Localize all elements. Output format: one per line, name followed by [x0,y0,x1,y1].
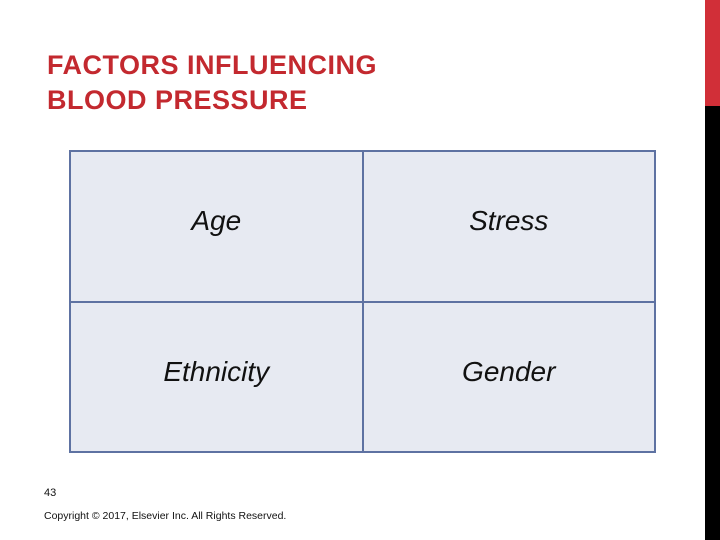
accent-bar-black-segment [705,106,720,540]
table-cell-stress: Stress [363,152,654,301]
slide-title: FACTORS INFLUENCING BLOOD PRESSURE [47,48,377,118]
copyright-text: Copyright © 2017, Elsevier Inc. All Righ… [44,510,287,522]
table-cell-ethnicity: Ethnicity [71,302,362,451]
accent-bar-red-segment [705,0,720,106]
slide-title-line1: FACTORS INFLUENCING [47,50,378,80]
slide-title-line2: BLOOD PRESSURE [47,85,308,115]
table-cell-gender: Gender [363,302,654,451]
factors-table: Age Stress Ethnicity Gender [69,150,656,453]
table-cell-age: Age [71,152,362,301]
page-number: 43 [44,487,57,499]
